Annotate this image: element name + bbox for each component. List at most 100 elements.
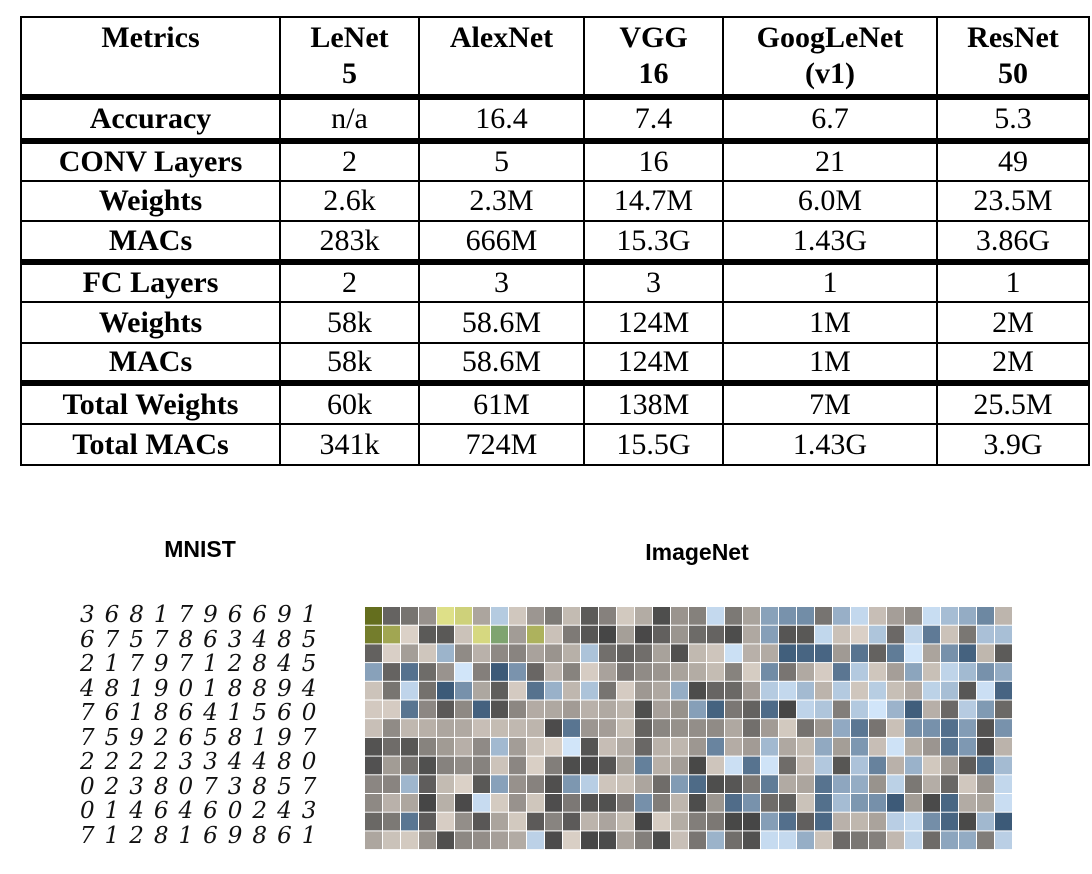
thumbnail (383, 700, 400, 719)
thumbnail (995, 644, 1012, 663)
cell: 666M (418, 220, 585, 263)
thumbnail (509, 719, 526, 737)
thumbnail (473, 700, 490, 719)
thumbnail (653, 625, 670, 644)
table-row: MACs 283k 666M 15.3G 1.43G 3.86G (20, 220, 1090, 263)
cell: 61M (418, 380, 585, 425)
thumbnail (509, 794, 526, 812)
thumbnail (581, 812, 598, 831)
thumbnail (761, 625, 778, 644)
cell: 3 (418, 259, 585, 303)
header-cell: LeNet 5 (279, 16, 420, 98)
thumbnail (923, 812, 940, 831)
thumbnail (977, 794, 994, 812)
thumbnail (761, 607, 778, 625)
thumbnail (851, 737, 868, 756)
thumbnail (779, 663, 796, 681)
thumbnail (491, 681, 508, 700)
cell: 2 (279, 138, 420, 182)
thumbnail (815, 812, 832, 831)
thumbnail (743, 794, 760, 812)
thumbnail (761, 663, 778, 681)
thumbnail (851, 719, 868, 737)
thumbnail (815, 775, 832, 793)
thumbnail (725, 607, 742, 625)
thumbnail (977, 719, 994, 737)
thumbnail (869, 681, 886, 700)
thumbnail (869, 607, 886, 625)
thumbnail (851, 700, 868, 719)
thumbnail (707, 607, 724, 625)
thumbnail (581, 644, 598, 663)
thumbnail (743, 737, 760, 756)
thumbnail (581, 700, 598, 719)
thumbnail (491, 737, 508, 756)
thumbnail (581, 756, 598, 775)
thumbnail (959, 756, 976, 775)
thumbnail (473, 756, 490, 775)
thumbnail (653, 831, 670, 850)
thumbnail (851, 756, 868, 775)
digit-row: 2179712845 (80, 651, 327, 677)
thumbnail (743, 644, 760, 663)
thumbnail (671, 756, 688, 775)
thumbnail (977, 775, 994, 793)
header-cell: VGG 16 (583, 16, 724, 98)
row-label: FC Layers (20, 259, 281, 303)
thumbnail (365, 737, 382, 756)
thumbnail (689, 812, 706, 831)
thumbnail (455, 756, 472, 775)
thumbnail (653, 681, 670, 700)
thumbnail (941, 775, 958, 793)
thumbnail (473, 644, 490, 663)
cell: 1.43G (722, 423, 938, 466)
thumbnail (365, 663, 382, 681)
thumbnail (779, 812, 796, 831)
thumbnail (509, 700, 526, 719)
cell: 16 (583, 138, 724, 182)
thumbnail (797, 644, 814, 663)
digit-row: 7618641560 (80, 700, 327, 726)
thumbnail (671, 681, 688, 700)
thumbnail (455, 775, 472, 793)
thumbnail (617, 644, 634, 663)
thumbnail (779, 794, 796, 812)
thumbnail (365, 831, 382, 850)
thumbnail (671, 700, 688, 719)
thumbnail (563, 775, 580, 793)
thumbnail (635, 681, 652, 700)
header-cell: ResNet 50 (936, 16, 1090, 98)
cell: 5.3 (936, 94, 1090, 142)
thumbnail (671, 737, 688, 756)
cell: 7M (722, 380, 938, 425)
thumbnail (635, 663, 652, 681)
thumbnail (617, 719, 634, 737)
thumbnail (383, 775, 400, 793)
thumbnail (491, 719, 508, 737)
thumbnail (581, 719, 598, 737)
thumbnail (707, 663, 724, 681)
thumbnail (995, 737, 1012, 756)
thumbnail (995, 700, 1012, 719)
thumbnail (401, 775, 418, 793)
cell: 2 (279, 259, 420, 303)
thumbnail (473, 607, 490, 625)
thumbnail (437, 737, 454, 756)
thumbnail (365, 625, 382, 644)
thumbnail (977, 644, 994, 663)
thumbnail (671, 775, 688, 793)
thumbnail (977, 737, 994, 756)
cell: 138M (583, 380, 724, 425)
thumbnail (941, 625, 958, 644)
thumbnail (941, 756, 958, 775)
cell: 341k (279, 423, 420, 466)
thumbnail (401, 625, 418, 644)
thumbnail (779, 644, 796, 663)
thumbnail (833, 663, 850, 681)
imagenet-mosaic (365, 607, 1012, 850)
thumbnail (797, 812, 814, 831)
cell: 1.43G (722, 220, 938, 263)
thumbnail (509, 644, 526, 663)
thumbnail (923, 681, 940, 700)
table-row: CONV Layers 2 5 16 21 49 (20, 138, 1090, 182)
